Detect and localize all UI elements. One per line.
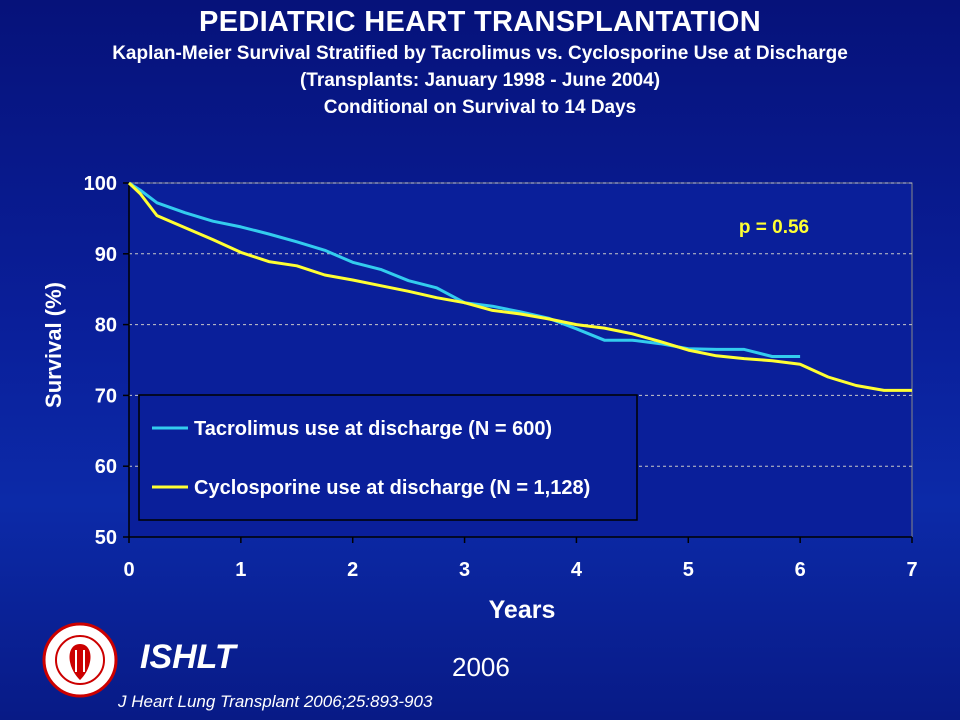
y-tick-label-80: 80 — [95, 315, 117, 337]
legend-label-tacrolimus: Tacrolimus use at discharge (N = 600) — [194, 418, 552, 440]
legend-label-cyclosporine: Cyclosporine use at discharge (N = 1,128… — [194, 477, 590, 499]
x-tick-label-5: 5 — [683, 559, 694, 581]
x-tick-label-2: 2 — [347, 559, 358, 581]
x-axis-title: Years — [489, 596, 556, 620]
title-block: PEDIATRIC HEART TRANSPLANTATION Kaplan-M… — [0, 4, 960, 121]
subtitle-line-3: Conditional on Survival to 14 Days — [323, 97, 637, 118]
y-tick-label-60: 60 — [95, 456, 117, 478]
ishlt-logo-icon — [42, 622, 118, 698]
x-tick-label-3: 3 — [459, 559, 470, 581]
legend-box — [138, 394, 638, 521]
y-tick-label-90: 90 — [95, 244, 117, 266]
x-tick-label-6: 6 — [795, 559, 806, 581]
legend: Tacrolimus use at discharge (N = 600) Cy… — [138, 394, 638, 521]
citation: J Heart Lung Transplant 2006;25:893-903 — [118, 692, 433, 711]
page-title: PEDIATRIC HEART TRANSPLANTATION — [199, 6, 761, 38]
y-tick-label-100: 100 — [84, 173, 117, 195]
x-tick-label-1: 1 — [235, 559, 246, 581]
year-label: 2006 — [452, 652, 510, 682]
subtitle-line-1: Kaplan-Meier Survival Stratified by Tacr… — [112, 43, 848, 64]
y-axis-title: Survival (%) — [41, 282, 66, 408]
x-tick-label-4: 4 — [571, 559, 583, 581]
cyclosporine-line — [127, 181, 912, 392]
organization-label: ISHLT — [140, 638, 236, 676]
subtitle-line-2: (Transplants: January 1998 - June 2004) — [299, 70, 661, 91]
y-tick-label-50: 50 — [95, 527, 117, 549]
survival-chart: 50 60 70 80 90 100 0 1 2 3 4 5 6 7 p = 0.56 Survival … — [41, 173, 917, 620]
x-tick-label-0: 0 — [123, 559, 134, 581]
y-tick-label-70: 70 — [95, 385, 117, 407]
p-value-annotation: p = 0.56 — [739, 217, 809, 238]
x-tick-label-7: 7 — [906, 559, 917, 581]
